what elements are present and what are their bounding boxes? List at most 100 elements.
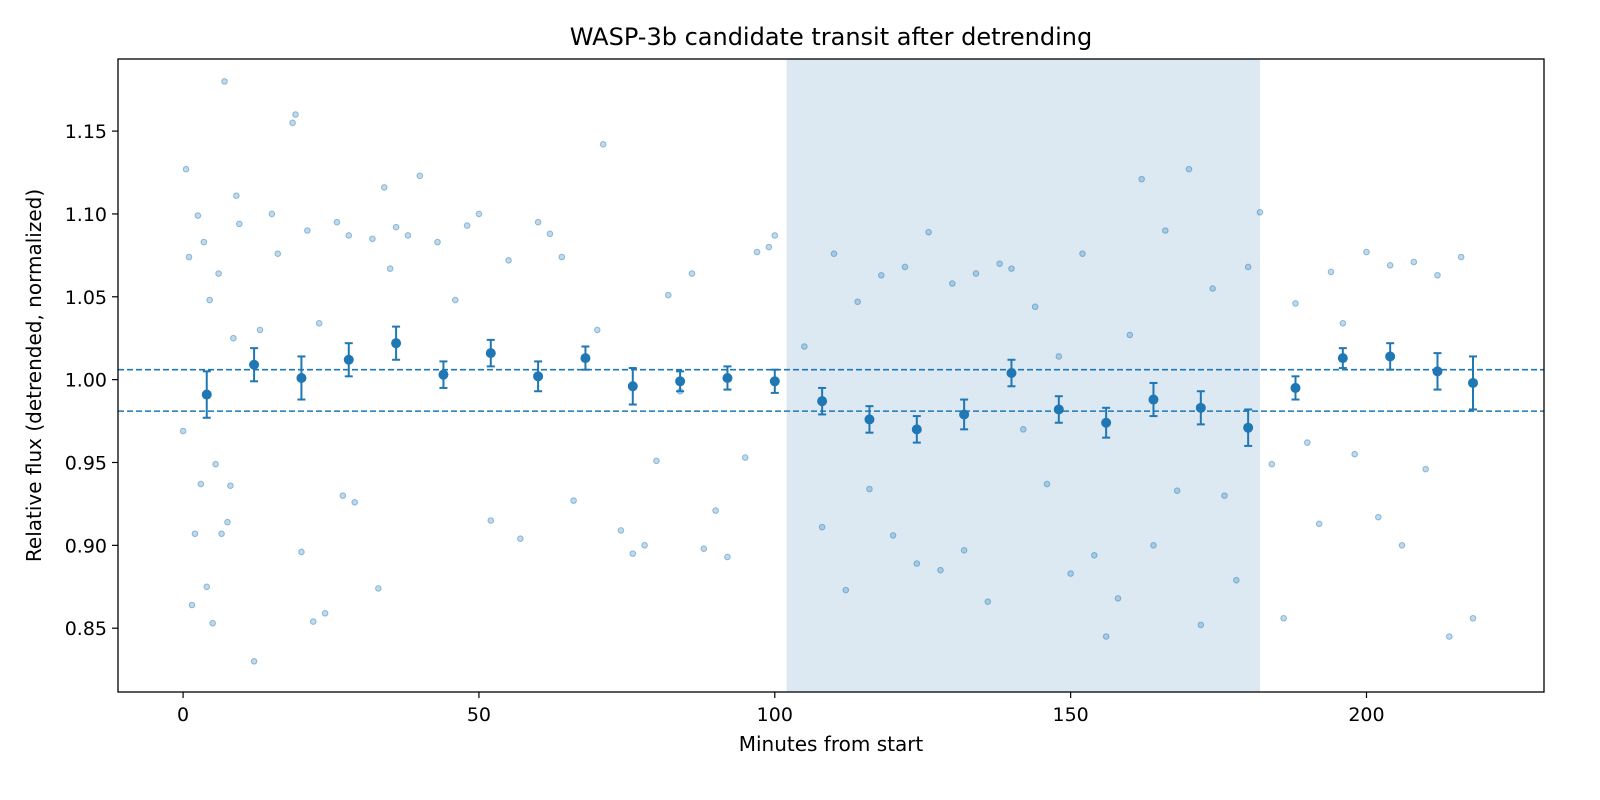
- raw-point: [1244, 263, 1252, 271]
- raw-point: [546, 230, 554, 238]
- raw-point: [351, 498, 358, 506]
- binned-point: [438, 369, 449, 380]
- y-axis-label: Relative flux (detrended, normalized): [22, 189, 46, 562]
- raw-point: [688, 270, 696, 277]
- raw-point: [392, 223, 400, 231]
- raw-point: [1197, 621, 1205, 629]
- raw-point: [1126, 331, 1134, 339]
- raw-point: [1280, 614, 1287, 622]
- plot-frame: [117, 58, 1545, 693]
- raw-point: [700, 545, 708, 552]
- raw-point: [475, 210, 483, 218]
- binned-point: [722, 372, 733, 383]
- binned-point: [1053, 404, 1064, 415]
- raw-point: [1221, 492, 1228, 499]
- raw-point: [451, 296, 459, 304]
- raw-point: [984, 598, 992, 605]
- raw-point: [641, 542, 648, 549]
- raw-point: [206, 296, 214, 304]
- binned-point: [1290, 382, 1301, 393]
- raw-point: [901, 263, 909, 271]
- raw-point: [380, 184, 388, 191]
- binned-point: [201, 389, 212, 400]
- raw-point: [1457, 253, 1465, 261]
- raw-point: [724, 553, 731, 561]
- raw-point: [1102, 633, 1110, 640]
- raw-point: [404, 232, 412, 239]
- raw-point: [925, 228, 932, 236]
- raw-point: [1268, 460, 1276, 468]
- binned-point: [817, 396, 828, 407]
- raw-point: [1138, 175, 1145, 183]
- raw-point: [854, 298, 861, 306]
- plot-area: [118, 59, 1544, 692]
- raw-point: [182, 165, 190, 173]
- binned-point: [580, 353, 591, 364]
- raw-point: [1008, 265, 1015, 272]
- raw-point: [188, 601, 196, 609]
- binned-point: [1006, 368, 1017, 379]
- raw-point: [1446, 633, 1453, 640]
- raw-point: [937, 566, 944, 574]
- raw-point: [218, 530, 225, 538]
- raw-point: [434, 238, 441, 246]
- raw-point: [1020, 426, 1027, 433]
- binned-point: [1467, 377, 1478, 388]
- raw-point: [386, 265, 394, 272]
- raw-point: [256, 326, 264, 334]
- raw-point: [972, 270, 980, 277]
- binned-point: [911, 424, 922, 435]
- binned-point: [533, 371, 544, 382]
- raw-point: [765, 243, 773, 251]
- raw-point: [1067, 570, 1074, 577]
- raw-point: [369, 235, 376, 243]
- raw-point: [996, 260, 1003, 267]
- raw-point: [1173, 487, 1181, 494]
- raw-point: [227, 482, 234, 489]
- binned-point: [864, 414, 875, 425]
- raw-point: [1055, 353, 1063, 360]
- raw-point: [1185, 165, 1193, 173]
- raw-point: [771, 232, 779, 239]
- raw-point: [224, 518, 231, 526]
- binned-point: [296, 372, 307, 383]
- raw-point: [212, 460, 219, 468]
- raw-point: [1339, 320, 1347, 327]
- raw-point: [801, 343, 808, 350]
- raw-point: [1292, 300, 1299, 307]
- chart-title: WASP-3b candidate transit after detrendi…: [570, 23, 1092, 51]
- raw-point: [653, 457, 660, 465]
- raw-point: [534, 218, 542, 226]
- raw-point: [292, 111, 299, 118]
- raw-point: [333, 218, 341, 226]
- binned-point: [1148, 394, 1159, 405]
- binned-point: [1243, 422, 1254, 433]
- raw-point: [948, 280, 956, 287]
- raw-point: [339, 492, 347, 499]
- raw-point: [289, 119, 296, 127]
- raw-point: [268, 210, 276, 218]
- raw-point: [197, 480, 205, 488]
- binned-point: [1432, 366, 1443, 377]
- raw-point: [505, 257, 512, 264]
- raw-point: [1315, 520, 1323, 528]
- raw-point: [1422, 465, 1429, 473]
- binned-point: [1337, 353, 1348, 364]
- x-axis-label: Minutes from start: [739, 732, 924, 756]
- raw-point: [321, 609, 329, 617]
- raw-point: [230, 334, 237, 342]
- binned-point: [1195, 402, 1206, 413]
- raw-point: [1114, 595, 1122, 602]
- raw-point: [712, 507, 719, 514]
- binned-point: [343, 354, 354, 365]
- binned-point: [959, 409, 970, 420]
- raw-point: [629, 550, 637, 557]
- raw-point: [617, 527, 625, 534]
- raw-point: [517, 535, 524, 543]
- x-tick-label: 200: [1348, 704, 1384, 726]
- binned-point: [769, 376, 780, 387]
- binned-point: [1385, 351, 1396, 362]
- y-tick-label: 1.00: [65, 370, 107, 392]
- binned-point: [249, 359, 260, 370]
- raw-point: [913, 560, 921, 567]
